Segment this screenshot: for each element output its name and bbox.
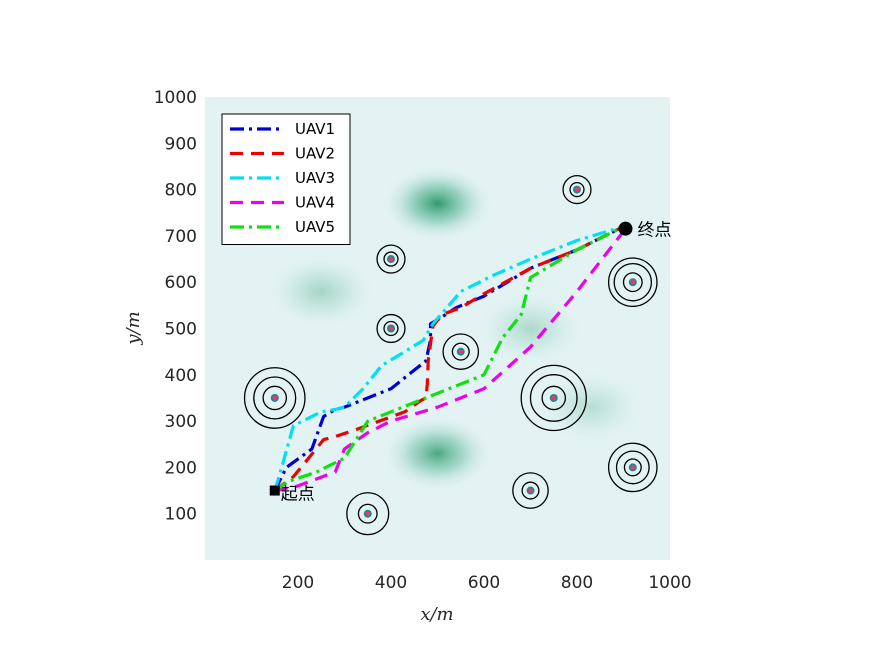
- threat-ring: [243, 367, 306, 429]
- threat-center: [388, 326, 394, 331]
- legend: UAV1 UAV2 UAV3 UAV4 UAV5: [221, 113, 351, 245]
- threat-zone: [442, 333, 480, 370]
- threat-ring: [623, 458, 642, 477]
- axis-ticks: 200 400 600 800 1000 100 200 300 400 500 600 700 800…: [154, 88, 692, 593]
- threat-center: [458, 349, 463, 354]
- threat-ring: [253, 376, 297, 420]
- start-marker: [269, 485, 280, 496]
- threat-ring: [622, 272, 643, 293]
- threat-zone: [346, 492, 390, 536]
- y-axis-label: y/m: [123, 311, 144, 345]
- x-tick-label: 200: [282, 573, 314, 593]
- terrain-peak: [534, 368, 648, 446]
- uav-paths: [273, 225, 625, 493]
- x-tick-label: 800: [561, 573, 593, 593]
- threat-center: [388, 256, 394, 262]
- threat-center: [630, 280, 635, 285]
- terrain-peak: [474, 290, 587, 367]
- legend-label-uav5: UAV5: [295, 218, 335, 236]
- y-tick-label: 900: [165, 134, 197, 154]
- threat-ring: [569, 181, 585, 198]
- threat-ring: [521, 481, 540, 500]
- start-label: 起点: [281, 485, 315, 505]
- y-tick-label: 1000: [154, 88, 197, 108]
- legend-label-uav2: UAV2: [295, 145, 335, 163]
- terrain-background: [205, 97, 670, 560]
- threat-ring: [541, 385, 567, 411]
- legend-label-uav4: UAV4: [295, 194, 335, 212]
- threat-ring: [613, 262, 653, 302]
- legend-label-uav3: UAV3: [295, 169, 335, 187]
- threat-zone: [376, 313, 406, 344]
- y-tick-label: 700: [165, 227, 197, 247]
- threat-zone: [607, 442, 658, 493]
- threat-center: [551, 395, 556, 401]
- y-tick-label: 400: [165, 366, 197, 386]
- y-tick-label: 300: [165, 412, 197, 432]
- threat-ring: [520, 364, 587, 432]
- threat-center: [272, 395, 277, 401]
- threat-ring: [383, 251, 399, 267]
- y-tick-label: 200: [165, 458, 197, 478]
- threat-center: [528, 488, 533, 493]
- threat-ring: [383, 320, 399, 337]
- threat-zone: [607, 257, 658, 308]
- threat-ring: [562, 175, 592, 205]
- x-tick-label: 400: [375, 573, 407, 593]
- series-uav5-line: [273, 225, 625, 492]
- terrain-peak: [264, 253, 378, 330]
- goal-marker: [618, 221, 633, 236]
- threat-zones: [243, 175, 658, 536]
- threat-zone: [520, 364, 587, 432]
- series-uav2-line: [273, 225, 625, 492]
- threat-center: [630, 465, 635, 470]
- threat-ring: [615, 450, 650, 485]
- series-uav4-line: [274, 230, 625, 493]
- threat-ring: [376, 313, 406, 344]
- threat-ring: [607, 442, 658, 493]
- x-axis-label: x/m: [420, 604, 453, 625]
- terrain-peak: [381, 165, 494, 242]
- threat-ring: [376, 244, 406, 274]
- threat-ring: [346, 492, 390, 536]
- y-tick-label: 600: [165, 273, 197, 293]
- y-tick-label: 100: [165, 505, 197, 525]
- legend-label-uav1: UAV1: [295, 120, 335, 138]
- threat-ring: [442, 333, 480, 370]
- threat-ring: [262, 385, 288, 411]
- threat-zone: [512, 472, 549, 509]
- threat-ring: [451, 342, 470, 361]
- threat-zone: [562, 175, 592, 205]
- start-goal-markers: 起点 终点: [269, 221, 672, 505]
- threat-ring: [607, 257, 658, 308]
- goal-label: 终点: [638, 221, 672, 241]
- x-tick-label: 600: [468, 573, 500, 593]
- threat-ring: [529, 374, 578, 422]
- threat-ring: [357, 503, 378, 524]
- threat-center: [365, 511, 370, 516]
- x-tick-label: 1000: [648, 573, 691, 593]
- y-tick-label: 800: [165, 181, 197, 201]
- series-uav3-line: [273, 225, 624, 492]
- threat-ring: [512, 472, 549, 509]
- threat-zone: [243, 367, 306, 429]
- threat-zone: [376, 244, 406, 274]
- terrain-peak: [381, 415, 494, 492]
- threat-center: [574, 187, 580, 192]
- y-tick-label: 500: [165, 320, 197, 340]
